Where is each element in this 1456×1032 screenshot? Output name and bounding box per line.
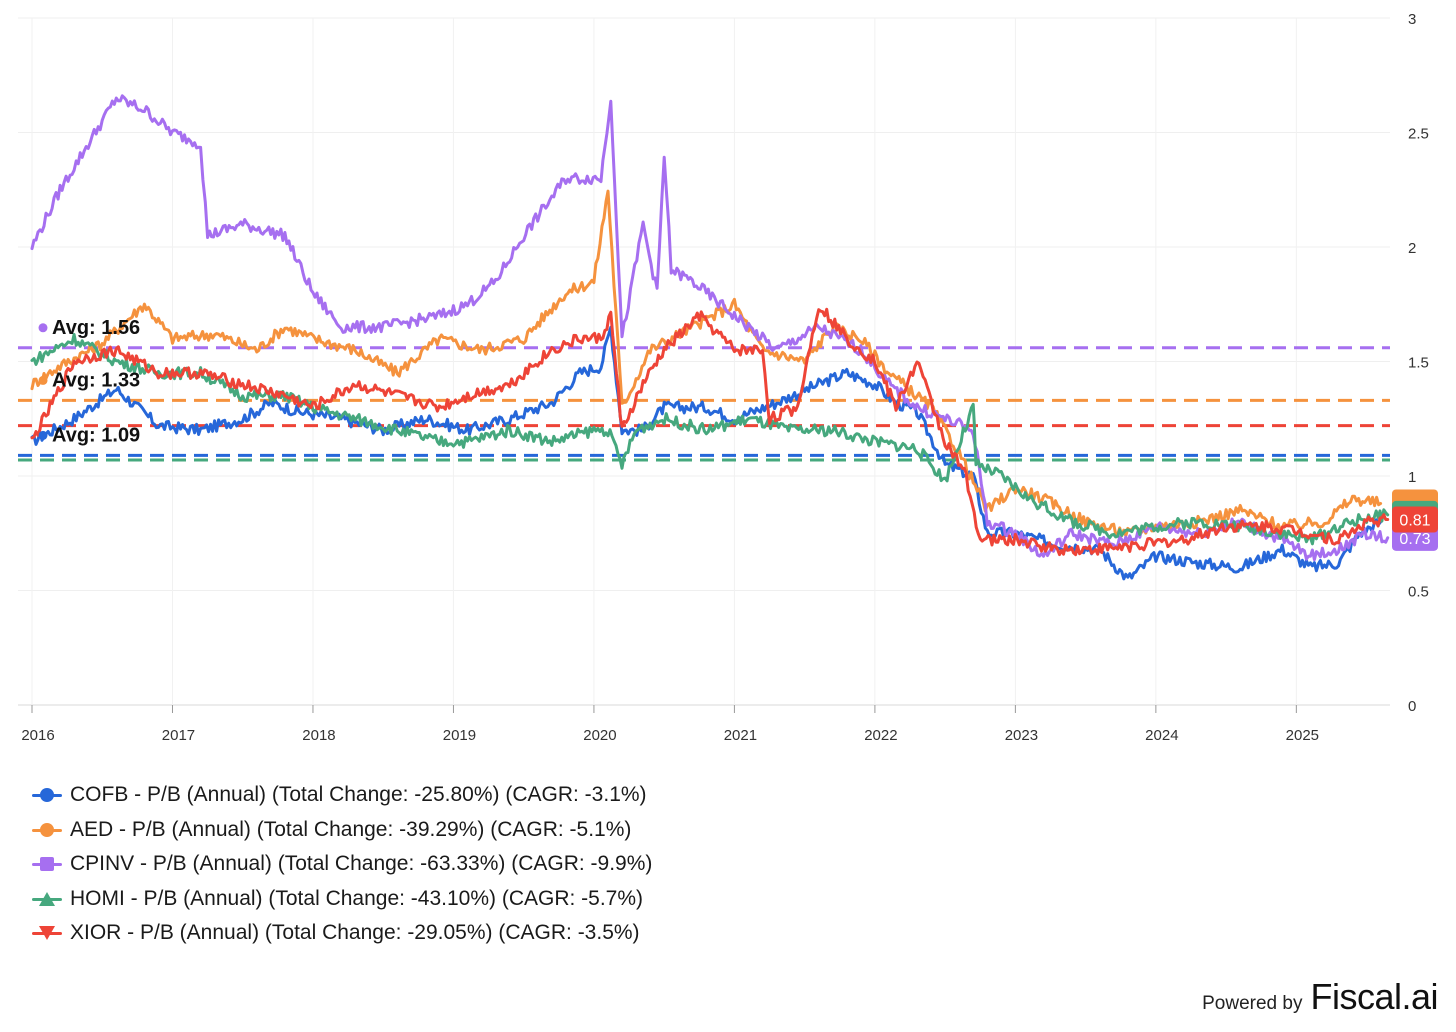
series-line	[30, 189, 1383, 538]
x-tick-label: 2024	[1145, 727, 1178, 744]
legend-item-homi[interactable]: HOMI - P/B (Annual) (Total Change: -43.1…	[32, 882, 652, 917]
x-tick-label: 2017	[162, 727, 195, 744]
series-line	[30, 307, 1390, 557]
average-label-dot	[38, 323, 48, 333]
powered-by-text: Powered by	[1202, 993, 1303, 1014]
x-tick-label: 2019	[443, 727, 476, 744]
powered-by[interactable]: Powered by Fiscal.ai	[1202, 976, 1438, 1018]
y-tick-label: 1.5	[1408, 355, 1429, 372]
series-line	[30, 333, 1390, 546]
average-label: Avg: 1.56	[52, 317, 140, 339]
average-label-dot	[38, 430, 48, 440]
legend-label-xior: XIOR - P/B (Annual) (Total Change: -29.0…	[70, 921, 640, 945]
legend-marker-cofb	[32, 785, 62, 805]
x-tick-label: 2025	[1286, 727, 1319, 744]
average-label: Avg: 1.09	[52, 424, 140, 446]
y-tick-label: 2.5	[1408, 126, 1429, 143]
y-tick-label: 0	[1408, 698, 1416, 715]
x-tick-label: 2021	[724, 727, 757, 744]
y-tick-label: 0.5	[1408, 584, 1429, 601]
last-value-badge	[1392, 506, 1438, 533]
series-line	[30, 94, 1390, 562]
legend-item-cofb[interactable]: COFB - P/B (Annual) (Total Change: -25.8…	[32, 778, 652, 813]
last-value-label: 0.73	[1399, 531, 1430, 548]
series-line	[30, 325, 1383, 581]
average-label-dot	[38, 375, 48, 385]
legend-marker-cpinv	[32, 854, 62, 874]
legend-item-cpinv[interactable]: CPINV - P/B (Annual) (Total Change: -63.…	[32, 847, 652, 882]
chart-legend: COFB - P/B (Annual) (Total Change: -25.8…	[32, 778, 652, 951]
last-value-label: 0.81	[1399, 513, 1430, 530]
x-tick-label: 2022	[864, 727, 897, 744]
average-label: Avg: 1.33	[52, 369, 140, 391]
legend-marker-xior	[32, 923, 62, 943]
x-tick-label: 2020	[583, 727, 616, 744]
chart-plot: 0 0.5 1 1.5 2 2.5 3 2016 2017 2018 2019 2020 2021 202…	[18, 11, 1438, 744]
legend-label-cofb: COFB - P/B (Annual) (Total Change: -25.8…	[70, 783, 647, 807]
legend-label-homi: HOMI - P/B (Annual) (Total Change: -43.1…	[70, 886, 644, 910]
legend-marker-aed	[32, 820, 62, 840]
y-tick-label: 2	[1408, 240, 1416, 257]
fiscal-ai-logo: Fiscal.ai	[1310, 976, 1438, 1017]
legend-item-xior[interactable]: XIOR - P/B (Annual) (Total Change: -29.0…	[32, 916, 652, 951]
legend-marker-homi	[32, 889, 62, 909]
x-tick-label: 2018	[302, 727, 335, 744]
y-tick-label: 3	[1408, 11, 1416, 28]
legend-label-aed: AED - P/B (Annual) (Total Change: -39.29…	[70, 817, 632, 841]
x-tick-label: 2023	[1005, 727, 1038, 744]
legend-label-cpinv: CPINV - P/B (Annual) (Total Change: -63.…	[70, 852, 653, 876]
legend-item-aed[interactable]: AED - P/B (Annual) (Total Change: -39.29…	[32, 813, 652, 848]
y-tick-label: 1	[1408, 469, 1416, 486]
x-tick-label: 2016	[21, 727, 54, 744]
